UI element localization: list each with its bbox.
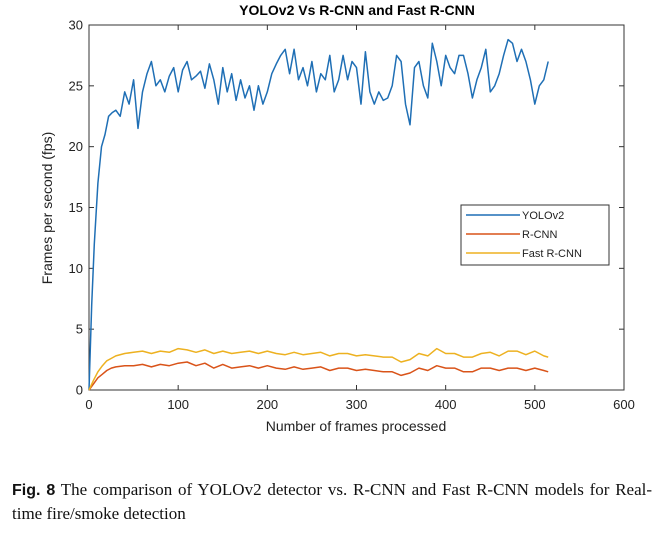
x-tick-label: 0 <box>85 397 92 412</box>
x-tick-label: 600 <box>613 397 635 412</box>
figure-label: Fig. 8 <box>12 482 56 499</box>
x-tick-label: 200 <box>256 397 278 412</box>
y-tick-label: 25 <box>69 78 83 93</box>
x-tick-label: 100 <box>167 397 189 412</box>
legend: YOLOv2 R-CNN Fast R-CNN <box>460 204 610 266</box>
series-line-r-cnn <box>88 361 549 391</box>
y-tick-label: 15 <box>69 200 83 215</box>
x-tick-label: 300 <box>346 397 368 412</box>
fps-line-chart: YOLOv2 Vs R-CNN and Fast R-CNN 0 100 200 30… <box>39 2 635 434</box>
figure-caption-text: The comparison of YOLOv2 detector vs. R-… <box>12 480 653 523</box>
x-tick-label: 400 <box>435 397 457 412</box>
y-tick-label: 5 <box>76 322 83 337</box>
legend-label: Fast R-CNN <box>522 248 582 260</box>
axes-layer: 0 100 200 300 400 500 600 0 5 10 15 20 25 30 <box>69 18 635 413</box>
x-axis-label: Number of frames processed <box>266 418 447 434</box>
y-tick-label: 30 <box>69 18 83 33</box>
x-tick-label: 500 <box>524 397 546 412</box>
chart-title: YOLOv2 Vs R-CNN and Fast R-CNN <box>239 2 475 18</box>
figure-caption: Fig. 8 The comparison of YOLOv2 detector… <box>12 478 652 525</box>
series-line-yolov2 <box>88 38 549 391</box>
series-layer <box>88 38 549 391</box>
y-axis-label: Frames per second (fps) <box>39 132 55 285</box>
y-tick-label: 0 <box>76 383 83 398</box>
y-tick-label: 20 <box>69 139 83 154</box>
legend-label: YOLOv2 <box>522 210 564 222</box>
y-tick-label: 10 <box>69 261 83 276</box>
legend-label: R-CNN <box>522 229 557 241</box>
series-line-fast-r-cnn <box>88 347 549 391</box>
